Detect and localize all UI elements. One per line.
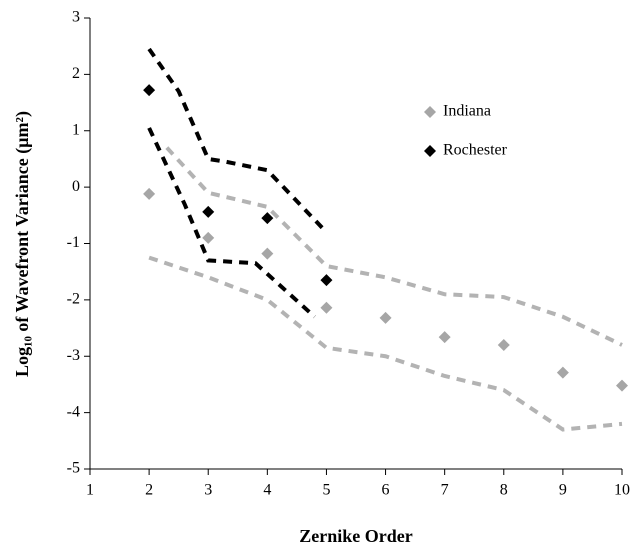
x-tick-label: 6 [382, 482, 390, 499]
point [497, 338, 510, 351]
legend-label: Indiana [443, 103, 491, 120]
y-tick-label: -3 [67, 347, 80, 364]
y-tick-label: -1 [67, 234, 80, 251]
x-tick-label: 3 [204, 482, 212, 499]
point [143, 84, 156, 97]
x-tick-label: 9 [559, 482, 567, 499]
y-tick-label: 3 [72, 9, 80, 26]
x-tick-label: 2 [145, 482, 153, 499]
point [261, 247, 274, 260]
x-axis-label: Zernike Order [299, 526, 412, 546]
point [320, 301, 333, 314]
legend-marker [424, 145, 436, 157]
y-axis-label: Log₁₀ of Wavefront Variance (µm²) [12, 111, 33, 377]
x-tick-label: 1 [86, 482, 94, 499]
y-tick-label: -5 [67, 460, 80, 477]
y-tick-label: -2 [67, 291, 80, 308]
point [320, 274, 333, 287]
point [556, 366, 569, 379]
bound-line [147, 47, 328, 234]
point [379, 311, 392, 324]
y-tick-label: 1 [72, 121, 80, 138]
legend-label: Rochester [443, 142, 508, 159]
legend-marker [424, 106, 436, 118]
bound-line [147, 127, 316, 319]
x-tick-label: 4 [263, 482, 271, 499]
point [202, 231, 215, 244]
y-tick-label: -4 [67, 403, 80, 420]
x-tick-label: 5 [322, 482, 330, 499]
y-tick-label: 2 [72, 65, 80, 82]
point [143, 187, 156, 200]
x-tick-label: 8 [500, 482, 508, 499]
point [438, 331, 451, 344]
x-tick-label: 10 [614, 482, 630, 499]
bound-line [165, 146, 623, 347]
bound-line [148, 255, 623, 432]
point [616, 379, 628, 392]
point [261, 212, 274, 225]
point [202, 205, 215, 218]
y-tick-label: 0 [72, 178, 80, 195]
x-tick-label: 7 [441, 482, 449, 499]
